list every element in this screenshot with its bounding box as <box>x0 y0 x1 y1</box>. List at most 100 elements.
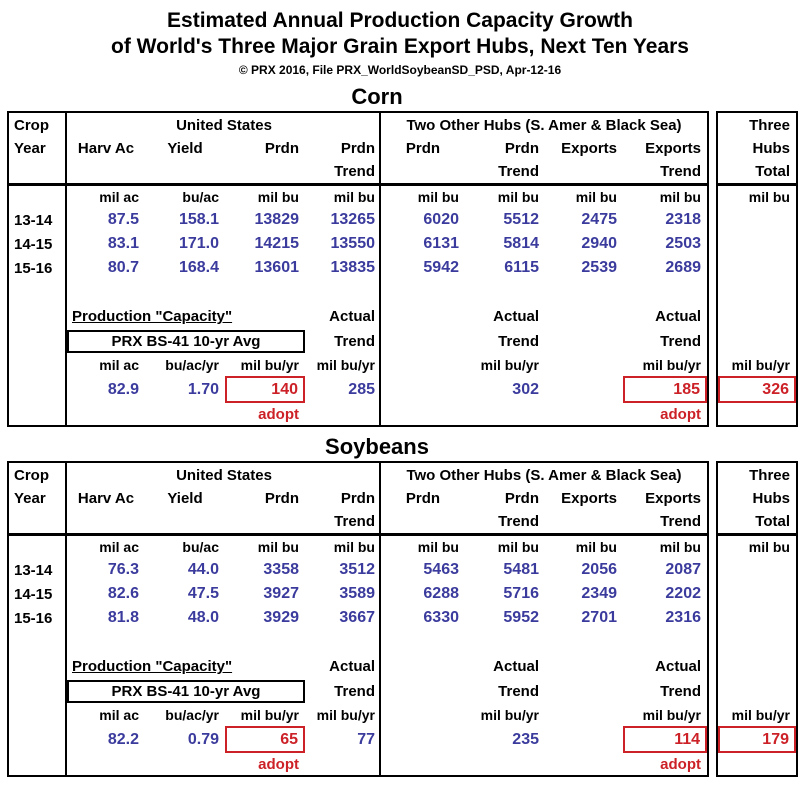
header-hub-exports: Exports <box>561 140 617 157</box>
three-hubs-total-value: 326 <box>718 376 796 403</box>
value-us-prdn-trend: 13550 <box>330 235 376 252</box>
capacity-us-prdn-cell: 65 <box>225 726 305 753</box>
value-hub-exports-trend: 2316 <box>665 609 701 626</box>
trend-label: Trend <box>660 683 701 700</box>
unit-label: bu/ac <box>182 539 219 555</box>
header-separator <box>9 533 707 536</box>
unit-label: mil bu <box>417 539 459 555</box>
unit-label: mil bu <box>497 539 539 555</box>
three-hubs-total-cell: 326 <box>718 376 796 403</box>
crop-year-label: 13-14 <box>14 561 53 579</box>
unit-label: mil bu <box>417 189 459 205</box>
soybeans-tables-row: Crop United States Two Other Hubs (S. Am… <box>7 461 800 777</box>
unit-label: bu/ac/yr <box>165 357 219 373</box>
header-separator <box>9 183 707 186</box>
crop-year-label: 15-16 <box>14 259 53 277</box>
capacity-us-harv: 82.9 <box>107 380 139 398</box>
prx-method-cell: PRX BS-41 10-yr Avg <box>67 679 305 704</box>
header-us-group: United States <box>176 116 272 134</box>
header-harv-ac: Harv Ac <box>77 140 135 157</box>
unit-label: mil bu <box>659 539 701 555</box>
unit-label: mil bu <box>575 539 617 555</box>
header-three: Three <box>749 116 790 134</box>
group-divider-line <box>379 113 381 425</box>
header-hub-prdn: Prdn <box>405 140 441 157</box>
value-hub-exports: 2940 <box>581 235 617 252</box>
unit-label: mil bu/yr <box>642 357 701 373</box>
actual-label: Actual <box>655 658 701 675</box>
trend-label: Trend <box>498 683 539 700</box>
value-hub-prdn-trend: 5952 <box>503 609 539 626</box>
value-us-yield: 168.4 <box>178 259 219 276</box>
header-hubs: Hubs <box>752 490 791 507</box>
unit-label: mil ac <box>99 539 139 555</box>
unit-label: mil bu <box>257 539 299 555</box>
value-us-prdn: 13829 <box>254 211 300 228</box>
capacity-hub-exports-cell: 185 <box>623 376 707 403</box>
capacity-us-prdn-trend: 285 <box>348 380 375 398</box>
value-hub-prdn-trend: 5481 <box>503 561 539 578</box>
value-hub-exports: 2475 <box>581 211 617 228</box>
header-hubs-group: Two Other Hubs (S. Amer & Black Sea) <box>406 116 682 134</box>
value-hub-prdn: 5942 <box>423 259 459 276</box>
value-us-harv: 76.3 <box>107 561 139 578</box>
value-hub-prdn: 6020 <box>423 211 459 228</box>
header-us-prdn-trend: Prdn <box>340 140 375 157</box>
three-hubs-total-cell: 179 <box>718 726 796 753</box>
value-us-prdn: 3358 <box>263 561 299 578</box>
value-us-yield: 47.5 <box>187 585 219 602</box>
value-us-prdn-trend: 13835 <box>330 259 376 276</box>
unit-label: bu/ac <box>182 189 219 205</box>
header-crop: Crop <box>14 116 49 134</box>
corn-tables-row: Crop United States Two Other Hubs (S. Am… <box>7 111 800 427</box>
header-hubs-group: Two Other Hubs (S. Amer & Black Sea) <box>406 466 682 484</box>
actual-label: Actual <box>493 658 539 675</box>
unit-label: mil bu <box>748 539 790 555</box>
actual-label: Actual <box>655 308 701 325</box>
unit-label: mil bu/yr <box>316 357 375 373</box>
value-hub-exports: 2539 <box>581 259 617 276</box>
prx-method-box: PRX BS-41 10-yr Avg <box>67 330 305 353</box>
unit-label: mil bu/yr <box>731 707 790 723</box>
value-hub-exports-trend: 2202 <box>665 585 701 602</box>
unit-label: mil bu/yr <box>731 357 790 373</box>
value-us-prdn: 13601 <box>254 259 300 276</box>
value-hub-prdn: 6288 <box>423 585 459 602</box>
value-us-harv: 81.8 <box>107 609 139 626</box>
value-us-prdn: 3929 <box>263 609 299 626</box>
capacity-us-yield: 0.79 <box>187 730 219 748</box>
unit-label: mil bu <box>575 189 617 205</box>
value-us-harv: 87.5 <box>107 211 139 228</box>
prx-method-box: PRX BS-41 10-yr Avg <box>67 680 305 703</box>
capacity-us-harv: 82.2 <box>107 730 139 748</box>
header-trend-label: Trend <box>498 513 539 530</box>
crop-year-label: 13-14 <box>14 211 53 229</box>
corn-three-hubs-table: Three Hubs Total mil bu mil bu/yr 326 <box>716 111 798 427</box>
header-us-prdn: Prdn <box>264 140 299 157</box>
adopted-us-prdn-value: 65 <box>225 726 305 753</box>
title-block: Estimated Annual Production Capacity Gro… <box>7 8 793 77</box>
header-total: Total <box>755 513 790 530</box>
unit-label: mil ac <box>99 189 139 205</box>
unit-label: mil bu <box>659 189 701 205</box>
three-hubs-total-value: 179 <box>718 726 796 753</box>
header-three: Three <box>749 466 790 484</box>
value-us-harv: 83.1 <box>107 235 139 252</box>
unit-label: mil bu/yr <box>240 707 299 723</box>
value-us-prdn: 3927 <box>263 585 299 602</box>
unit-label: mil bu <box>333 189 375 205</box>
capacity-title-text: Production "Capacity" <box>72 308 233 325</box>
header-yield: Yield <box>167 140 203 157</box>
header-hub-prdn-trend: Prdn <box>504 140 539 157</box>
unit-label: mil bu/yr <box>480 707 539 723</box>
value-hub-exports-trend: 2087 <box>665 561 701 578</box>
value-hub-exports: 2056 <box>581 561 617 578</box>
header-hub-exports-trend: Exports <box>645 490 701 507</box>
header-total: Total <box>755 163 790 180</box>
value-hub-prdn: 6330 <box>423 609 459 626</box>
crop-year-label: 15-16 <box>14 609 53 627</box>
unit-label: mil bu <box>333 539 375 555</box>
corn-main-table: Crop United States Two Other Hubs (S. Am… <box>7 111 709 427</box>
header-yield: Yield <box>167 490 203 507</box>
soybeans-section: Soybeans Crop United States Two Other Hu… <box>7 433 800 777</box>
